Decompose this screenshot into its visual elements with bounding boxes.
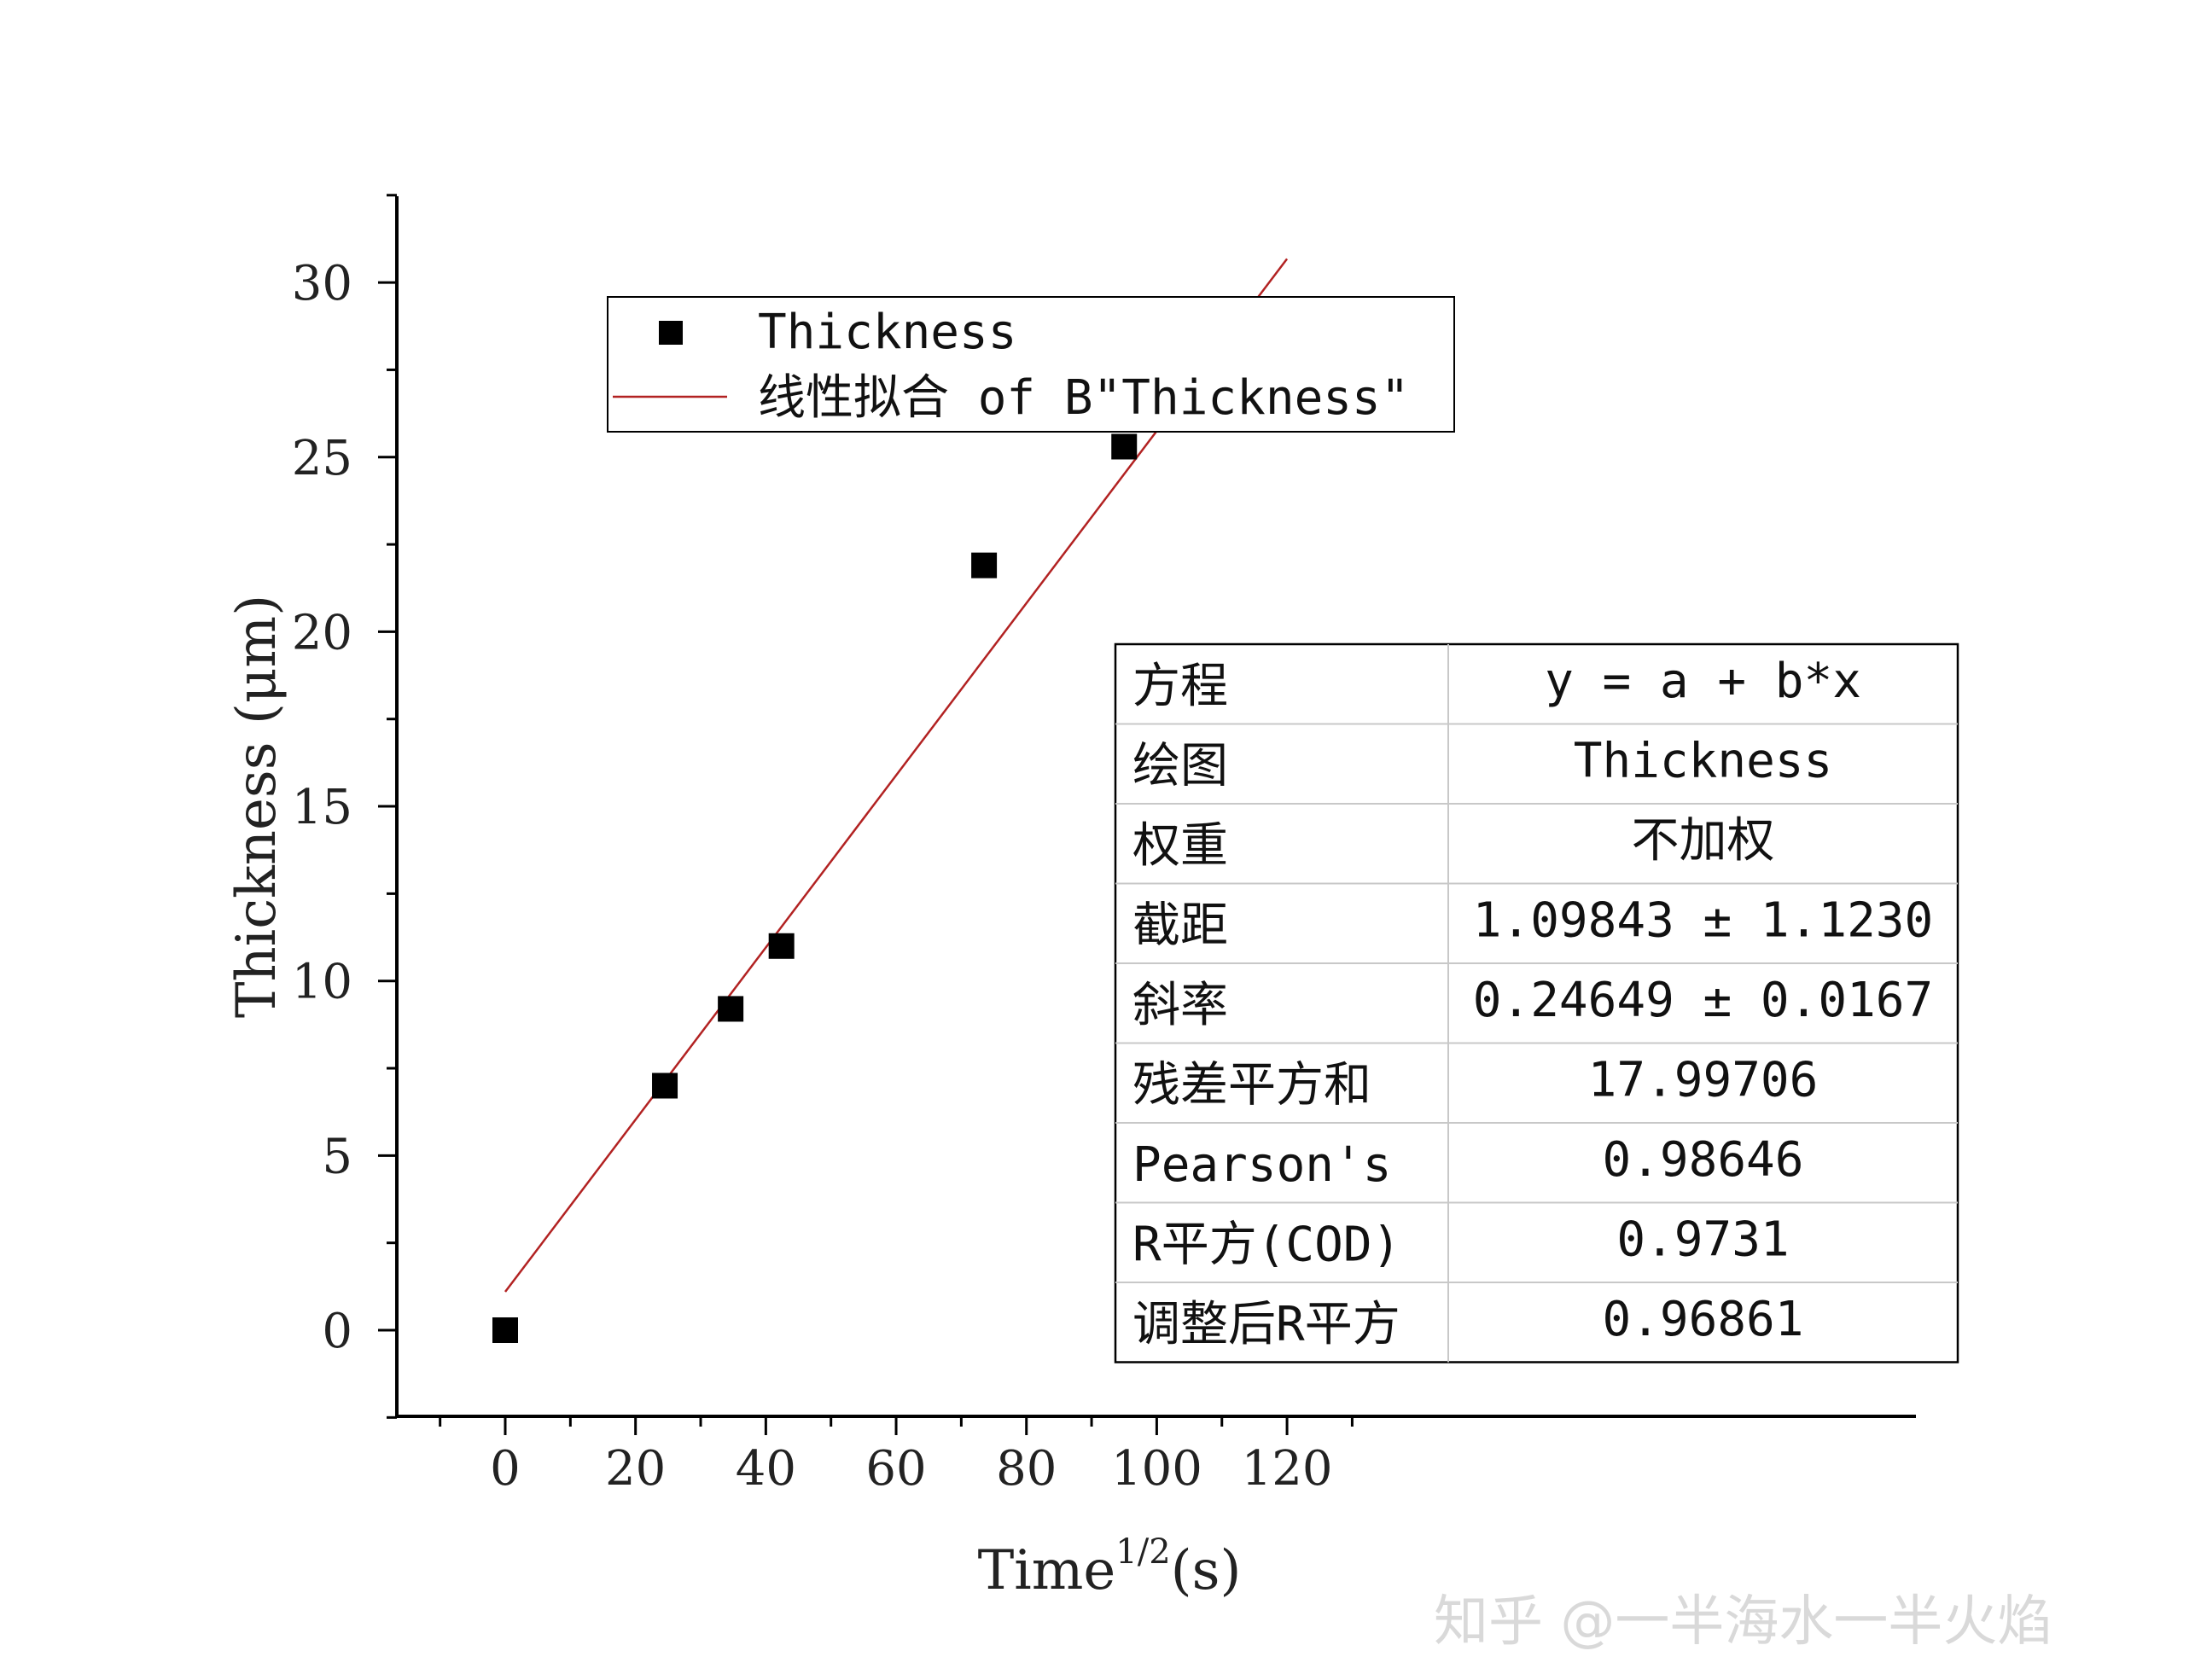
table-row-value: y = a + b*x (1545, 654, 1861, 709)
data-point (492, 1317, 518, 1343)
x-tick-label: 20 (605, 1441, 666, 1497)
y-axis-title: Thickness (μm) (225, 595, 288, 1018)
y-tick-label: 20 (292, 605, 352, 660)
table-row-label: 调整后R平方 (1132, 1297, 1400, 1352)
table-row-value: 0.9731 (1616, 1212, 1789, 1268)
table-row-label: 权重 (1132, 818, 1228, 874)
y-tick-label: 10 (292, 955, 352, 1010)
table-row-value: 0.96861 (1602, 1292, 1803, 1347)
x-tick-label: 120 (1242, 1441, 1333, 1497)
y-tick-label: 15 (292, 780, 352, 835)
y-tick-label: 25 (292, 431, 352, 486)
table-row-value: 1.09843 ± 1.1230 (1473, 893, 1933, 949)
table-row-label: Pearson's (1132, 1137, 1391, 1193)
x-axis-title-unit: (s) (1171, 1539, 1242, 1602)
x-axis-title-base: Time (978, 1539, 1116, 1602)
x-tick-label: 80 (996, 1441, 1057, 1497)
table-row-label: 斜率 (1132, 978, 1228, 1033)
data-point (768, 933, 795, 959)
data-point (971, 552, 998, 578)
x-ticks: 0 20 40 60 80 100 120 (439, 1416, 1354, 1497)
table-row-label: R平方(COD) (1132, 1218, 1400, 1273)
table-row-value: 不加权 (1632, 813, 1775, 869)
table-row-label: 截距 (1132, 898, 1228, 954)
table-row-value: 0.98646 (1602, 1132, 1803, 1188)
x-axis-title: Time1/2(s) (978, 1532, 1242, 1602)
x-tick-label: 60 (865, 1441, 926, 1497)
watermark: 知乎 @一半海水一半火焰 (1434, 1590, 2052, 1654)
x-axis-title-superscript: 1/2 (1115, 1532, 1170, 1572)
y-ticks: 0 5 10 15 20 25 30 (292, 194, 397, 1419)
table-frame (1114, 642, 1959, 1363)
data-point (718, 996, 744, 1022)
legend-label-thickness: Thickness (758, 305, 1016, 360)
x-tick-label: 40 (736, 1441, 796, 1497)
legend-label-fit: 线性拟合 of B"Thickness" (758, 370, 1409, 426)
table-row-value: Thickness (1574, 734, 1832, 789)
table-row-label: 绘图 (1132, 739, 1228, 794)
table-row-label: 残差平方和 (1132, 1058, 1371, 1113)
table-row-value: 17.99706 (1588, 1053, 1819, 1108)
y-tick-label: 5 (322, 1129, 352, 1184)
x-tick-label: 0 (490, 1441, 521, 1497)
table-row-value: 0.24649 ± 0.0167 (1473, 973, 1933, 1028)
legend-marker-thickness (659, 321, 683, 345)
data-point (1111, 433, 1138, 460)
table-row-label: 方程 (1132, 659, 1228, 714)
x-tick-label: 100 (1111, 1441, 1202, 1497)
y-tick-label: 0 (322, 1304, 352, 1359)
legend: Thickness 线性拟合 of B"Thickness" (607, 296, 1455, 433)
y-tick-label: 30 (292, 256, 352, 311)
legend-box (607, 296, 1455, 433)
data-points (492, 335, 1301, 1343)
data-point (652, 1073, 678, 1099)
